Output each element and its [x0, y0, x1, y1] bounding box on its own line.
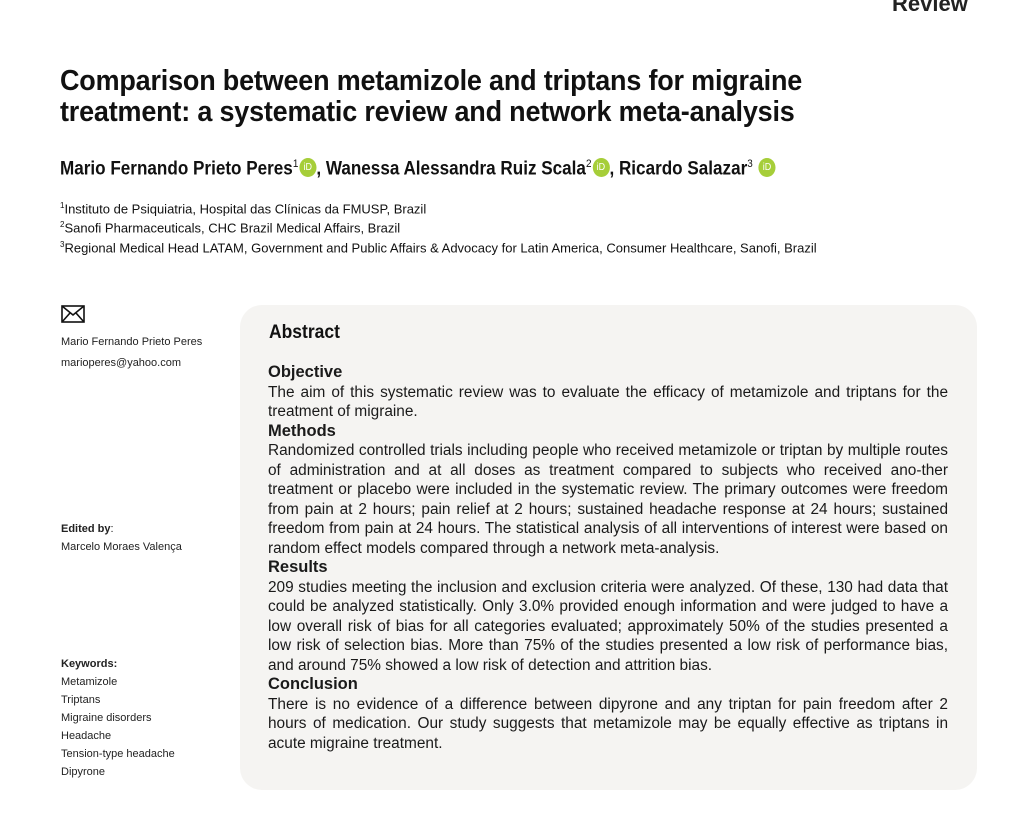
corresponding-email[interactable]: marioperes@yahoo.com — [61, 357, 181, 369]
affil-text: Regional Medical Head LATAM, Government … — [64, 239, 817, 255]
author-name: Ricardo Salazar — [618, 158, 748, 180]
keyword: Headache — [61, 730, 112, 742]
author-affil-sup: 3 — [747, 158, 753, 170]
author-name: Mario Fernando Prieto Peres — [60, 158, 293, 180]
keyword: Tension-type headache — [61, 748, 175, 760]
author-affil-sup: 2 — [585, 158, 592, 170]
keyword: Triptans — [61, 694, 101, 706]
abstract-section-title: Conclusion — [268, 675, 358, 693]
affil-text: Instituto de Psiquiatria, Hospital das C… — [64, 201, 427, 217]
author-name: Wanessa Alessandra Ruiz Scala — [325, 158, 586, 180]
orcid-icon[interactable]: iD — [299, 158, 317, 178]
abstract-section-text: Randomized controlled trials including p… — [268, 442, 948, 557]
orcid-icon[interactable]: iD — [758, 158, 776, 178]
paper-title: Comparison between metamizole and tripta… — [60, 65, 803, 128]
keywords-label: Keywords: — [61, 658, 118, 670]
corresponding-author: Mario Fernando Prieto Peres marioperes@y… — [61, 333, 202, 372]
edited-by: Edited by: Marcelo Moraes Valença — [61, 520, 182, 556]
author-affil-sup: 1 — [292, 158, 299, 170]
keyword: Dipyrone — [61, 766, 106, 778]
affiliation: 3Regional Medical Head LATAM, Government… — [60, 237, 817, 256]
keyword: Metamizole — [61, 676, 118, 688]
abstract-box: Abstract Objective The aim of this syste… — [240, 305, 977, 790]
author-list: Mario Fernando Prieto Peres1 iD, Wanessa … — [60, 158, 776, 180]
affil-sup: 1 — [60, 201, 65, 210]
affiliations: 1Instituto de Psiquiatria, Hospital das … — [60, 198, 817, 256]
editor-name: Marcelo Moraes Valença — [61, 541, 182, 553]
abstract-section-title: Methods — [268, 421, 336, 440]
keyword: Migraine disorders — [61, 712, 152, 724]
abstract-section-text: 209 studies meeting the inclusion and ex… — [268, 578, 948, 674]
corresponding-name: Mario Fernando Prieto Peres — [61, 336, 203, 348]
abstract-body: Objective The aim of this systematic rev… — [268, 363, 948, 753]
envelope-icon — [61, 305, 85, 323]
keywords: Keywords: Metamizole Triptans Migraine d… — [61, 655, 175, 781]
affil-text: Sanofi Pharmaceuticals, CHC Brazil Medic… — [64, 220, 401, 236]
affiliation: 1Instituto de Psiquiatria, Hospital das … — [60, 198, 817, 217]
edited-by-label: Edited by — [61, 523, 111, 535]
abstract-section-text: There is no evidence of a difference bet… — [268, 695, 948, 752]
affiliation: 2Sanofi Pharmaceuticals, CHC Brazil Medi… — [60, 217, 817, 236]
abstract-heading: Abstract — [269, 322, 340, 343]
affil-sup: 3 — [60, 239, 65, 249]
abstract-section-text: The aim of this systematic review was to… — [268, 383, 948, 421]
abstract-section-title: Results — [268, 558, 328, 576]
section-label: Review — [892, 0, 968, 16]
affil-sup: 2 — [60, 220, 65, 230]
orcid-icon[interactable]: iD — [592, 158, 610, 178]
abstract-section-title: Objective — [268, 363, 343, 381]
